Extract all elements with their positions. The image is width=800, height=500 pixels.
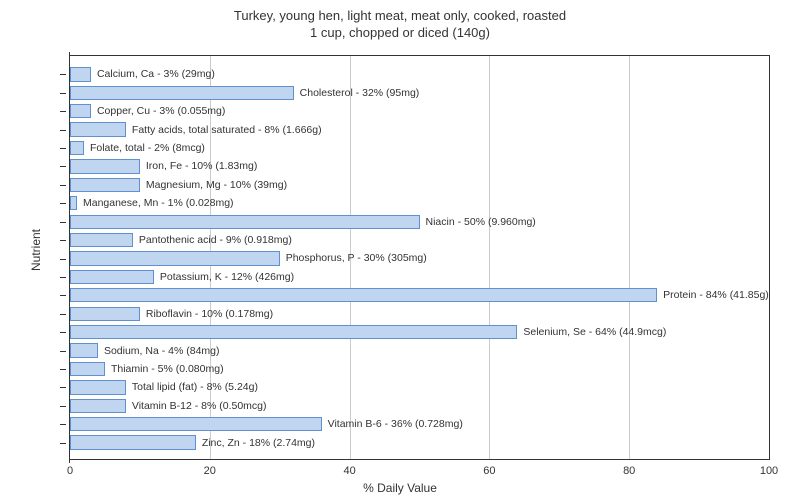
bar (70, 104, 91, 118)
bar-row: Selenium, Se - 64% (44.9mcg) (70, 325, 517, 339)
bar-label: Selenium, Se - 64% (44.9mcg) (517, 326, 666, 338)
y-tick (60, 148, 66, 149)
bar-label: Folate, total - 2% (8mcg) (84, 142, 205, 154)
bar-row: Fatty acids, total saturated - 8% (1.666… (70, 122, 126, 136)
bar-row: Pantothenic acid - 9% (0.918mg) (70, 233, 133, 247)
bar-row: Magnesium, Mg - 10% (39mg) (70, 178, 140, 192)
bar-label: Calcium, Ca - 3% (29mg) (91, 68, 215, 80)
bar-label: Zinc, Zn - 18% (2.74mg) (196, 437, 315, 449)
bar (70, 270, 154, 284)
bar (70, 435, 196, 449)
bar-row: Vitamin B-6 - 36% (0.728mg) (70, 417, 322, 431)
y-tick (60, 203, 66, 204)
bar (70, 67, 91, 81)
gridline (489, 56, 490, 459)
y-tick (60, 314, 66, 315)
bar-label: Vitamin B-12 - 8% (0.50mcg) (126, 400, 267, 412)
bar-label: Potassium, K - 12% (426mg) (154, 271, 294, 283)
y-tick (60, 222, 66, 223)
bar (70, 362, 105, 376)
bar-row: Iron, Fe - 10% (1.83mg) (70, 159, 140, 173)
x-tick-label: 60 (483, 465, 495, 477)
y-tick (60, 369, 66, 370)
bar-label: Sodium, Na - 4% (84mg) (98, 345, 220, 357)
title-line-2: 1 cup, chopped or diced (140g) (0, 25, 800, 42)
bar-row: Folate, total - 2% (8mcg) (70, 141, 84, 155)
bar-row: Copper, Cu - 3% (0.055mg) (70, 104, 91, 118)
bar-label: Iron, Fe - 10% (1.83mg) (140, 160, 257, 172)
title-line-1: Turkey, young hen, light meat, meat only… (0, 8, 800, 25)
bar-label: Niacin - 50% (9.960mg) (420, 216, 536, 228)
y-tick (60, 387, 66, 388)
x-tick-label: 100 (760, 465, 778, 477)
bar (70, 159, 140, 173)
x-tick-label: 20 (204, 465, 216, 477)
bar (70, 417, 322, 431)
bar-label: Total lipid (fat) - 8% (5.24g) (126, 381, 258, 393)
bar-row: Niacin - 50% (9.960mg) (70, 215, 420, 229)
bar (70, 325, 517, 339)
y-tick (60, 111, 66, 112)
y-tick (60, 130, 66, 131)
y-tick (60, 332, 66, 333)
chart-container: Turkey, young hen, light meat, meat only… (0, 0, 800, 500)
bar-label: Fatty acids, total saturated - 8% (1.666… (126, 124, 322, 136)
y-tick (60, 166, 66, 167)
bar-label: Magnesium, Mg - 10% (39mg) (140, 179, 287, 191)
plot-area: 020406080100Calcium, Ca - 3% (29mg)Chole… (70, 55, 770, 460)
bar (70, 178, 140, 192)
bar-label: Protein - 84% (41.85g) (657, 289, 769, 301)
bar (70, 343, 98, 357)
bar-label: Manganese, Mn - 1% (0.028mg) (77, 197, 234, 209)
y-tick (60, 424, 66, 425)
bar-label: Riboflavin - 10% (0.178mg) (140, 308, 273, 320)
bar-row: Thiamin - 5% (0.080mg) (70, 362, 105, 376)
bar-row: Zinc, Zn - 18% (2.74mg) (70, 435, 196, 449)
bar-row: Vitamin B-12 - 8% (0.50mcg) (70, 399, 126, 413)
bar (70, 380, 126, 394)
bar-label: Phosphorus, P - 30% (305mg) (280, 252, 427, 264)
x-tick-label: 0 (67, 465, 73, 477)
y-tick (60, 240, 66, 241)
chart-title: Turkey, young hen, light meat, meat only… (0, 0, 800, 42)
x-tick-label: 80 (623, 465, 635, 477)
bar-label: Vitamin B-6 - 36% (0.728mg) (322, 418, 463, 430)
bar (70, 215, 420, 229)
y-tick (60, 185, 66, 186)
bar (70, 233, 133, 247)
bar-row: Sodium, Na - 4% (84mg) (70, 343, 98, 357)
y-tick (60, 74, 66, 75)
bar-label: Cholesterol - 32% (95mg) (294, 87, 420, 99)
bar (70, 86, 294, 100)
bar (70, 196, 77, 210)
y-axis-label: Nutrient (29, 229, 43, 271)
bar-row: Total lipid (fat) - 8% (5.24g) (70, 380, 126, 394)
bar (70, 399, 126, 413)
y-tick (60, 277, 66, 278)
bar-label: Copper, Cu - 3% (0.055mg) (91, 105, 225, 117)
bar-label: Pantothenic acid - 9% (0.918mg) (133, 234, 292, 246)
y-tick (60, 93, 66, 94)
bar (70, 122, 126, 136)
x-tick-label: 40 (343, 465, 355, 477)
bar-row: Protein - 84% (41.85g) (70, 288, 657, 302)
gridline (629, 56, 630, 459)
y-tick (60, 443, 66, 444)
bar (70, 141, 84, 155)
bar-row: Potassium, K - 12% (426mg) (70, 270, 154, 284)
bar-row: Phosphorus, P - 30% (305mg) (70, 251, 280, 265)
bar-row: Riboflavin - 10% (0.178mg) (70, 307, 140, 321)
bar-label: Thiamin - 5% (0.080mg) (105, 363, 224, 375)
bar-row: Manganese, Mn - 1% (0.028mg) (70, 196, 77, 210)
bar (70, 307, 140, 321)
y-tick (60, 351, 66, 352)
x-axis-label: % Daily Value (363, 481, 437, 495)
bar-row: Cholesterol - 32% (95mg) (70, 86, 294, 100)
y-tick (60, 259, 66, 260)
bar-row: Calcium, Ca - 3% (29mg) (70, 67, 91, 81)
bar (70, 288, 657, 302)
y-tick (60, 406, 66, 407)
y-tick (60, 295, 66, 296)
bar (70, 251, 280, 265)
